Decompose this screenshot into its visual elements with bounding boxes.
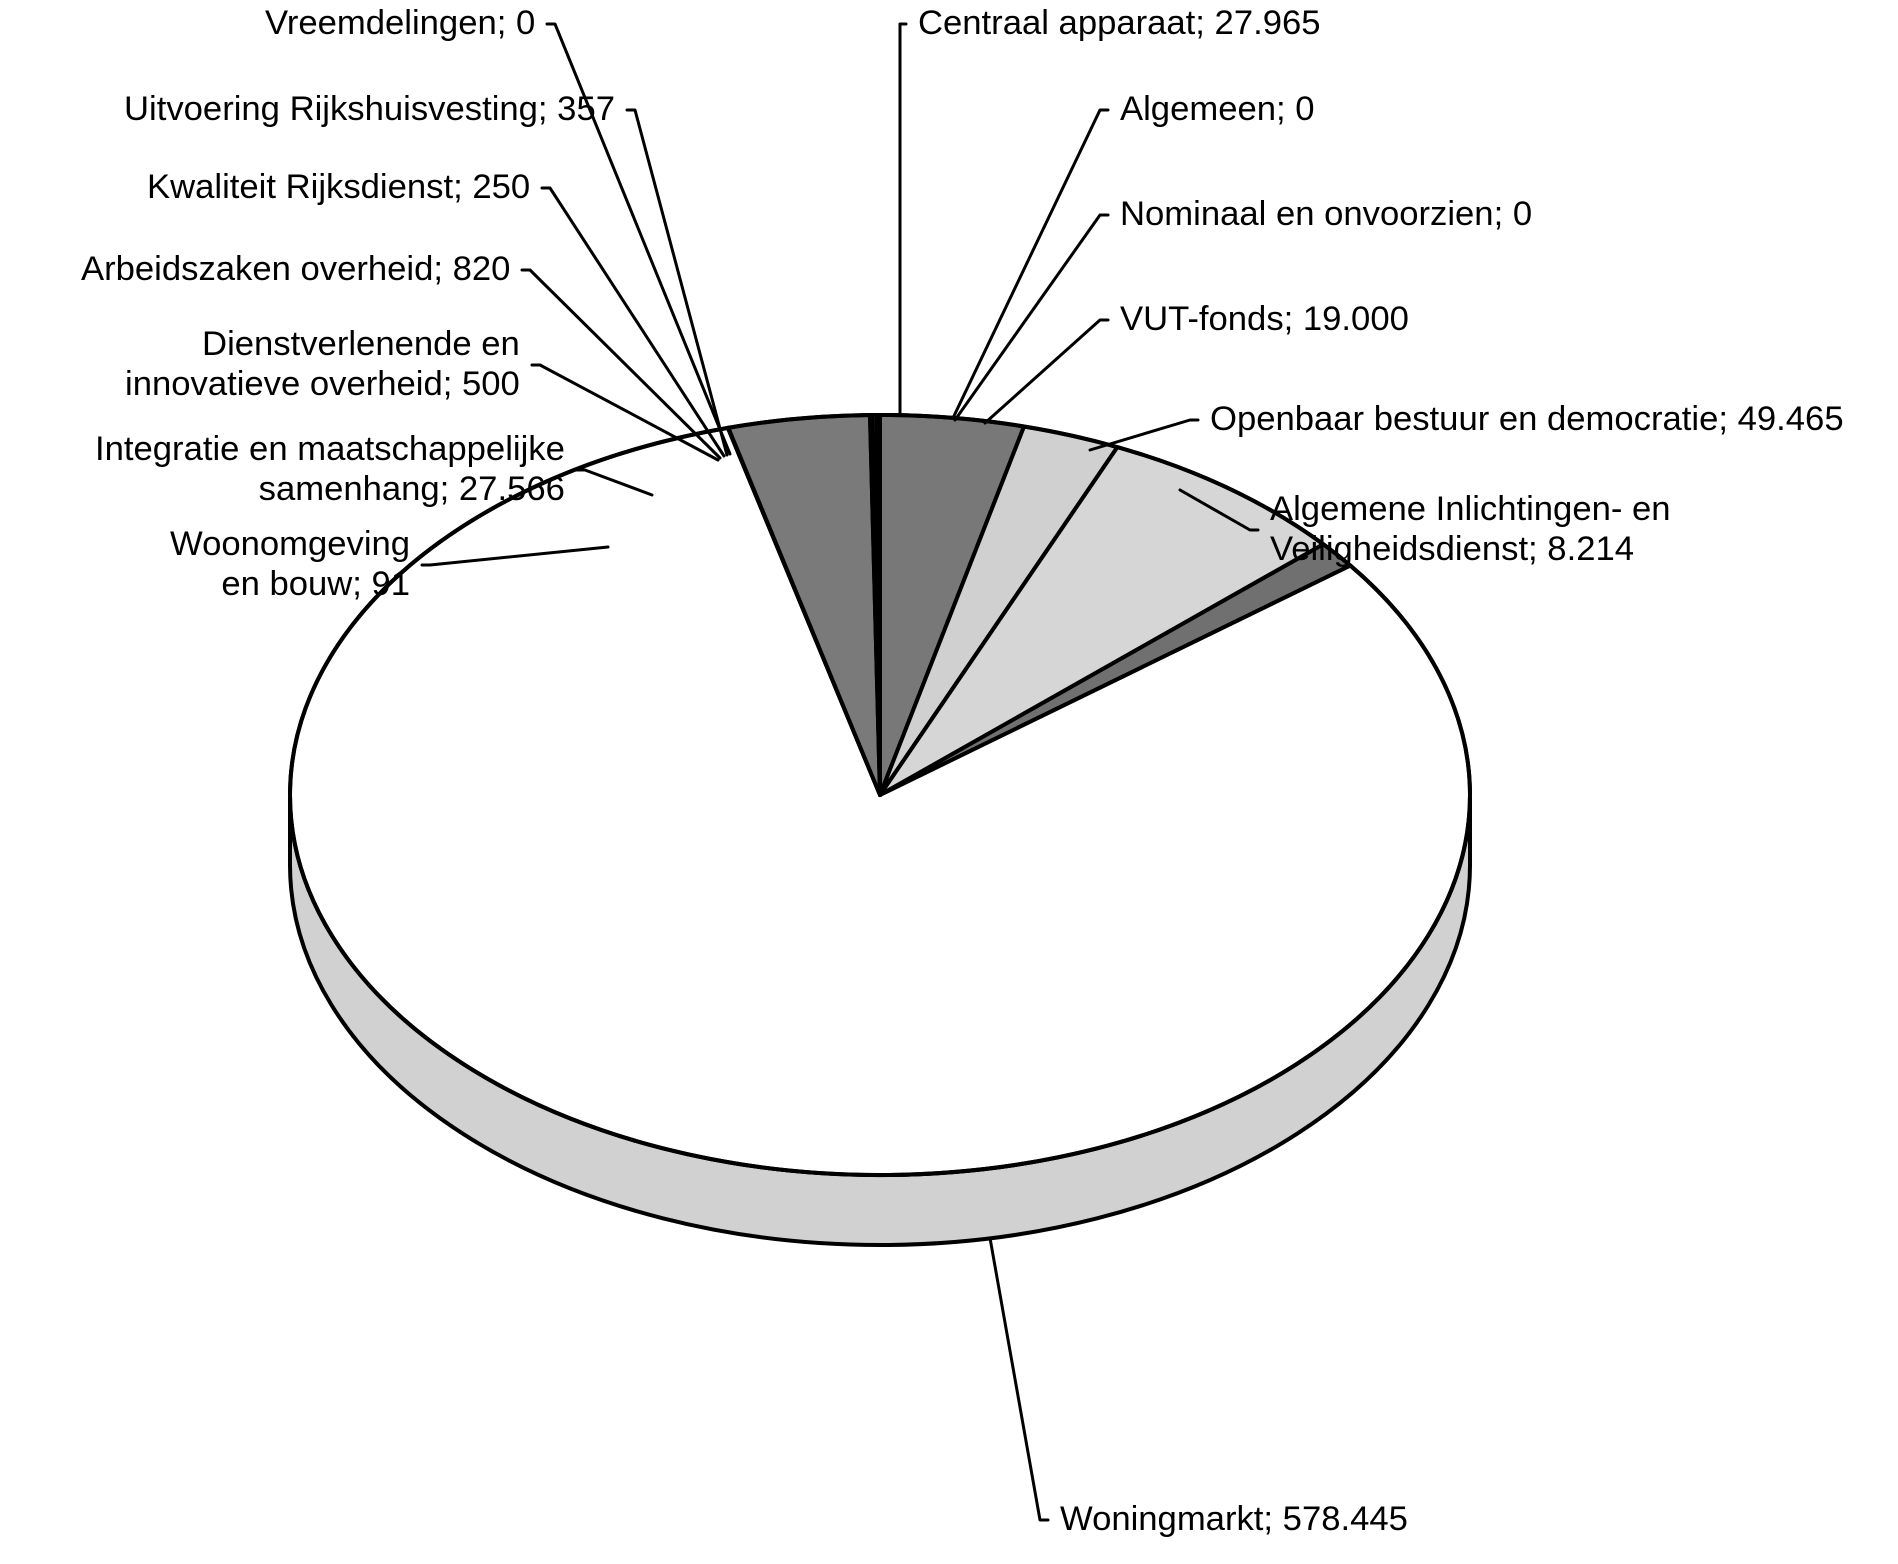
pie-label-line: Woningmarkt; 578.445 <box>1060 1500 1408 1540</box>
pie-slice <box>878 415 880 795</box>
leader-line <box>953 110 1108 418</box>
pie-label-line: en bouw; 91 <box>170 565 410 605</box>
pie-label: Algemeen; 0 <box>1120 90 1315 130</box>
pie-label: Arbeidszaken overheid; 820 <box>81 250 510 290</box>
leader-line <box>547 24 730 454</box>
pie-label: Uitvoering Rijkshuisvesting; 357 <box>124 90 615 130</box>
pie-label: Algemene Inlichtingen- enVeiligheidsdien… <box>1270 490 1671 570</box>
pie-label-line: innovatieve overheid; 500 <box>125 365 520 405</box>
pie-label-line: Integratie en maatschappelijke <box>95 430 565 470</box>
pie-svg <box>0 0 1898 1564</box>
pie-label-line: Uitvoering Rijkshuisvesting; 357 <box>124 90 615 130</box>
pie-label-line: VUT-fonds; 19.000 <box>1120 300 1409 340</box>
pie-label: Integratie en maatschappelijkesamenhang;… <box>95 430 565 510</box>
pie-label-line: samenhang; 27.566 <box>95 470 565 510</box>
pie-label-line: Arbeidszaken overheid; 820 <box>81 250 510 290</box>
pie-label-line: Dienstverlenende en <box>125 325 520 365</box>
pie-label-line: Nominaal en onvoorzien; 0 <box>1120 195 1532 235</box>
leader-line <box>900 24 906 413</box>
pie-label: Centraal apparaat; 27.965 <box>918 4 1321 44</box>
pie-label-line: Algemeen; 0 <box>1120 90 1315 130</box>
pie-label: Vreemdelingen; 0 <box>265 4 535 44</box>
leader-line <box>1090 420 1198 450</box>
pie-label-line: Openbaar bestuur en democratie; 49.465 <box>1210 400 1844 440</box>
pie-label: Dienstverlenende eninnovatieve overheid;… <box>125 325 520 405</box>
pie-label-line: Veiligheidsdienst; 8.214 <box>1270 530 1671 570</box>
pie-label: VUT-fonds; 19.000 <box>1120 300 1409 340</box>
pie-label: Nominaal en onvoorzien; 0 <box>1120 195 1532 235</box>
pie-chart-3d: Centraal apparaat; 27.965 Algemeen; 0 Nomi… <box>0 0 1898 1564</box>
leader-line <box>627 110 727 455</box>
leader-line <box>985 320 1108 423</box>
pie-label: Woningmarkt; 578.445 <box>1060 1500 1408 1540</box>
pie-label-line: Algemene Inlichtingen- en <box>1270 490 1671 530</box>
pie-label-line: Woonomgeving <box>170 525 410 565</box>
leader-line <box>990 1238 1048 1520</box>
leader-line <box>955 215 1108 420</box>
pie-label-line: Kwaliteit Rijksdienst; 250 <box>147 168 530 208</box>
pie-label: Openbaar bestuur en democratie; 49.465 <box>1210 400 1844 440</box>
pie-label-line: Vreemdelingen; 0 <box>265 4 535 44</box>
pie-label: Kwaliteit Rijksdienst; 250 <box>147 168 530 208</box>
pie-label-line: Centraal apparaat; 27.965 <box>918 4 1321 44</box>
pie-label: Woonomgevingen bouw; 91 <box>170 525 410 605</box>
